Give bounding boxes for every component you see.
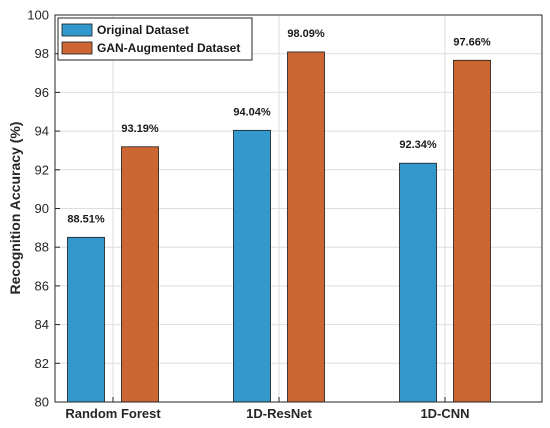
legend-swatch-gan-augmented [61, 41, 93, 55]
legend-label-original: Original Dataset [97, 23, 189, 37]
y-tick-label: 86 [35, 278, 49, 293]
legend-swatch-original [61, 23, 93, 37]
data-labels: 88.51% 94.04% 92.34% 93.19% 98.09% 97.66% [67, 28, 491, 225]
legend: Original Dataset GAN-Augmented Dataset [57, 17, 253, 61]
y-tick-label: 80 [35, 395, 49, 410]
y-tick-label: 98 [35, 46, 49, 61]
bar [233, 129, 271, 403]
bar [453, 59, 491, 403]
data-label: 97.66% [453, 36, 491, 48]
y-tick-label: 82 [35, 356, 49, 371]
x-tick-label: 1D-CNN [420, 406, 469, 421]
x-axis-ticks: Random Forest 1D-ResNet 1D-CNN [65, 397, 470, 421]
y-axis-label: Recognition Accuracy (%) [7, 122, 23, 295]
y-tick-label: 100 [27, 8, 49, 23]
bar [399, 162, 437, 403]
y-tick-label: 88 [35, 240, 49, 255]
x-tick-label: 1D-ResNet [246, 406, 312, 421]
data-label: 94.04% [233, 106, 271, 118]
x-tick-label: Random Forest [65, 406, 161, 421]
y-tick-label: 84 [35, 317, 49, 332]
bar [121, 146, 159, 403]
bar [287, 51, 325, 403]
legend-label-gan-augmented: GAN-Augmented Dataset [97, 41, 240, 55]
data-label: 92.34% [399, 139, 437, 151]
y-tick-label: 94 [35, 124, 49, 139]
data-label: 98.09% [287, 28, 325, 40]
data-label: 93.19% [121, 123, 159, 135]
y-axis-ticks: 80 82 84 86 88 90 92 94 96 98 100 [27, 8, 60, 410]
bars [67, 51, 491, 403]
bar [67, 236, 105, 403]
y-tick-label: 96 [35, 85, 49, 100]
y-tick-label: 92 [35, 162, 49, 177]
y-tick-label: 90 [35, 201, 49, 216]
data-label: 88.51% [67, 213, 105, 225]
